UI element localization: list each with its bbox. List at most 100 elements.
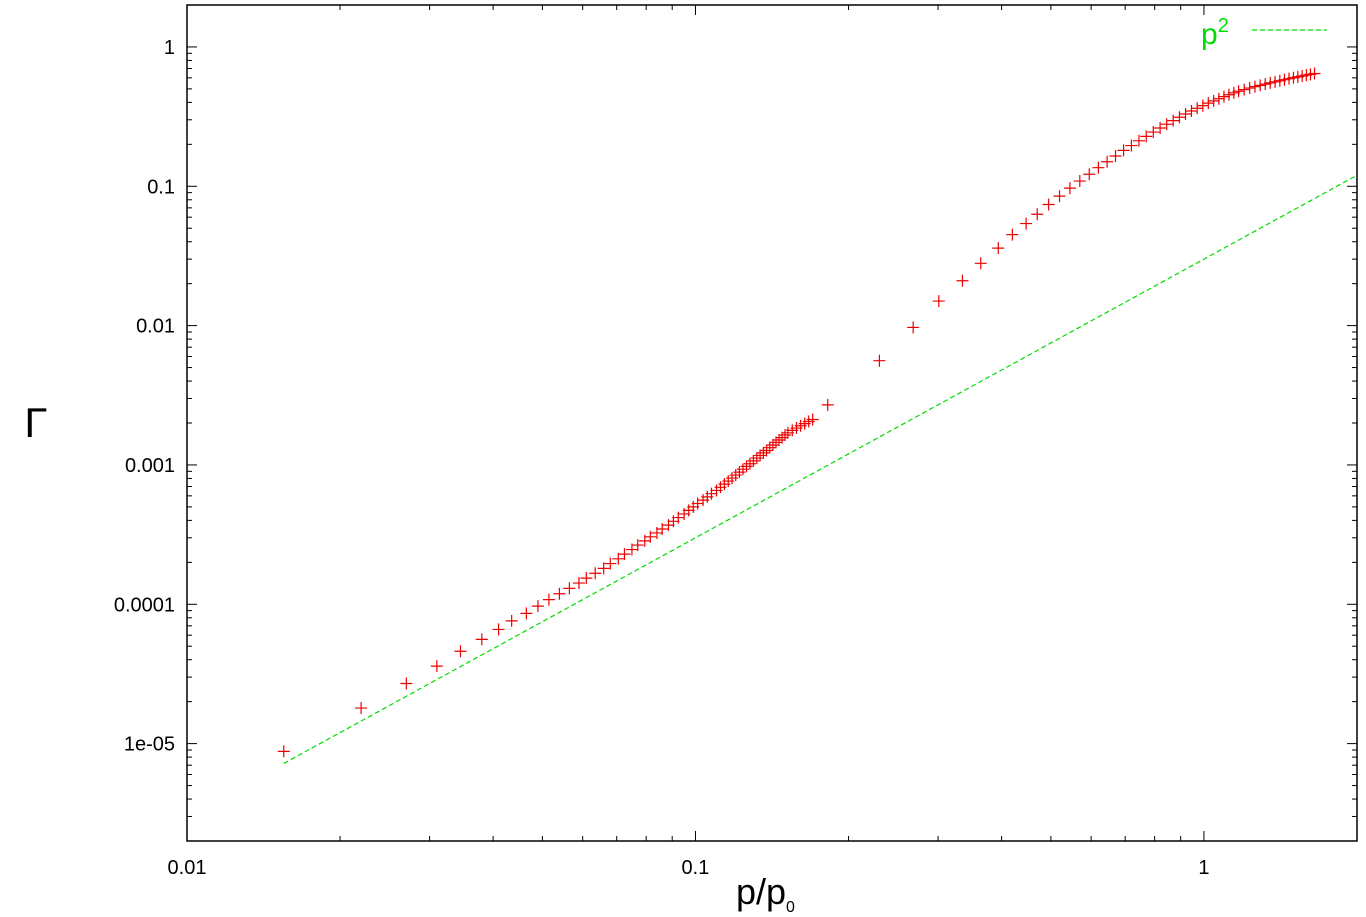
data-point (769, 436, 782, 449)
data-point (776, 431, 789, 444)
data-point (956, 274, 969, 287)
data-point (1117, 144, 1130, 157)
data-point (760, 444, 773, 457)
legend-label-base: p (1201, 18, 1218, 51)
data-point (873, 354, 886, 367)
data-point (1042, 198, 1055, 211)
axis-tick-labels: 0.01 0.1 1 1 0.1 0.01 0.001 0.0001 1e-05 (114, 37, 1210, 879)
data-point (1207, 94, 1220, 107)
data-point (1273, 74, 1286, 87)
data-point (1202, 97, 1215, 110)
data-point (773, 434, 786, 447)
data-point (1191, 102, 1204, 115)
data-point (757, 446, 770, 459)
data-point (1217, 90, 1230, 103)
data-point (1132, 134, 1145, 147)
x-axis-title-base: p/p (736, 871, 786, 912)
data-point (553, 587, 566, 600)
data-point (1232, 85, 1245, 98)
y-tick-label: 0.0001 (114, 594, 175, 616)
data-point (736, 463, 749, 476)
data-point (821, 398, 834, 411)
data-point (1147, 126, 1160, 139)
data-point (618, 548, 631, 561)
y-tick-label: 1e-05 (124, 734, 175, 756)
data-point (1167, 114, 1180, 127)
data-point (1308, 67, 1321, 80)
data-point (520, 607, 533, 620)
x-tick-label: 0.01 (168, 857, 207, 879)
data-point (1254, 79, 1267, 92)
data-point (580, 572, 593, 585)
data-point (743, 457, 756, 470)
data-point (1243, 82, 1256, 95)
data-point (740, 460, 753, 473)
data-point (750, 452, 763, 465)
data-point (1006, 228, 1019, 241)
data-point (1031, 208, 1044, 221)
data-point (763, 441, 776, 454)
data-point (1269, 75, 1282, 88)
data-point (1125, 139, 1138, 152)
data-point (430, 660, 443, 673)
data-point (572, 577, 585, 590)
data-point (1212, 92, 1225, 105)
p2-reference-line (283, 174, 1358, 764)
data-point (1109, 149, 1122, 162)
plot-frame (186, 4, 1358, 842)
x-tick-label: 1 (1198, 857, 1209, 879)
data-point (754, 449, 767, 462)
legend: p2 (1201, 15, 1327, 51)
data-point (492, 623, 505, 636)
data-point (1227, 86, 1240, 99)
data-point (1179, 108, 1192, 121)
data-point (563, 582, 576, 595)
data-point (907, 321, 920, 334)
data-point (1160, 118, 1173, 131)
axis-ticks (186, 4, 1358, 842)
data-point (1248, 80, 1261, 93)
data-point (1020, 217, 1033, 230)
data-point (505, 614, 518, 627)
data-point (454, 645, 467, 658)
data-point (400, 677, 413, 690)
data-point (631, 539, 644, 552)
data-point (1063, 182, 1076, 195)
data-markers (277, 67, 1321, 758)
data-point (974, 257, 987, 270)
data-point (705, 487, 718, 500)
data-point (589, 567, 602, 580)
data-point (597, 562, 610, 575)
data-point (355, 702, 368, 715)
data-point (1222, 88, 1235, 101)
y-tick-label: 0.01 (136, 316, 175, 338)
y-tick-label: 0.001 (125, 455, 175, 477)
data-point (932, 295, 945, 308)
legend-label-sup: 2 (1218, 15, 1229, 37)
x-axis-title: p/p0 (736, 871, 795, 916)
data-point (1259, 78, 1272, 91)
p2-line (283, 174, 1358, 764)
data-point (644, 530, 657, 543)
data-point (604, 557, 617, 570)
data-point (1264, 76, 1277, 89)
data-point (691, 497, 704, 510)
data-point (1140, 130, 1153, 143)
data-point (1092, 161, 1105, 174)
data-point (1173, 111, 1186, 124)
data-point (531, 600, 544, 613)
y-tick-label: 1 (164, 37, 175, 59)
y-tick-label: 0.1 (147, 176, 175, 198)
x-tick-label: 0.1 (682, 857, 710, 879)
data-point (542, 593, 555, 606)
data-point (806, 413, 819, 426)
data-point (1083, 168, 1096, 181)
data-point (1196, 99, 1209, 112)
data-point (475, 633, 488, 646)
data-point (1101, 155, 1114, 168)
data-point (1238, 83, 1251, 96)
data-point (656, 522, 669, 535)
data-point (992, 242, 1005, 255)
legend-label: p2 (1201, 15, 1229, 51)
